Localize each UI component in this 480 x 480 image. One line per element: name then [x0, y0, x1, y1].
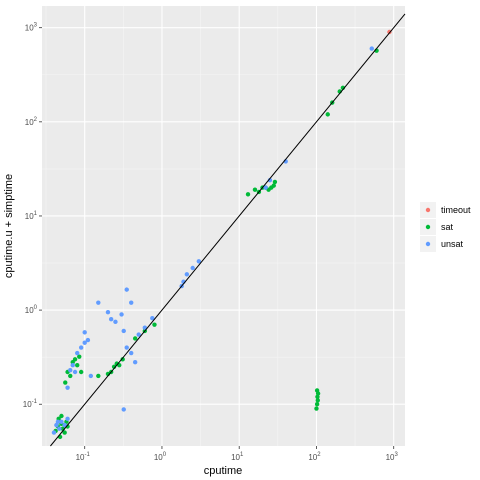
- point-unsat: [85, 337, 91, 343]
- data-points: [51, 29, 392, 440]
- point-sat: [132, 336, 138, 341]
- y-axis-title: cputime.u + simptime: [3, 174, 15, 278]
- identity-line: [50, 13, 406, 447]
- legend-key-unsat: [425, 241, 431, 247]
- point-sat: [272, 179, 278, 185]
- point-unsat: [142, 325, 148, 330]
- point-unsat: [196, 259, 202, 264]
- y-tick-label: 101: [25, 211, 38, 221]
- point-sat: [325, 112, 330, 117]
- y-tick-label: 102: [25, 117, 38, 127]
- point-unsat: [263, 185, 268, 190]
- point-sat: [314, 402, 320, 407]
- x-tick-label: 100: [154, 452, 167, 462]
- point-unsat: [132, 359, 138, 365]
- point-unsat: [51, 430, 57, 435]
- point-sat: [72, 357, 78, 362]
- point-unsat: [121, 328, 126, 334]
- point-unsat: [57, 426, 62, 431]
- point-unsat: [129, 300, 134, 305]
- y-tick-label: 10-1: [23, 399, 38, 409]
- point-unsat: [78, 345, 84, 350]
- point-unsat: [72, 369, 78, 375]
- point-unsat: [82, 340, 87, 345]
- legend-label-unsat: unsat: [441, 239, 464, 249]
- x-tick-label: 101: [231, 452, 244, 462]
- point-unsat: [113, 319, 118, 325]
- point-unsat: [108, 317, 114, 322]
- point-unsat: [59, 419, 64, 425]
- point-sat: [77, 354, 82, 359]
- legend-key-sat: [425, 224, 431, 230]
- point-unsat: [82, 330, 87, 335]
- point-unsat: [65, 416, 70, 422]
- point-sat: [78, 369, 84, 375]
- point-unsat: [54, 422, 59, 428]
- point-unsat: [75, 350, 80, 356]
- grid-minor: [42, 6, 405, 446]
- legend-key-timeout: [425, 207, 431, 213]
- legend: timeout sat unsat: [420, 202, 471, 252]
- y-axis: 10-1 100 101 102 103: [23, 23, 42, 409]
- point-sat: [59, 413, 64, 419]
- grid-major: [42, 6, 405, 446]
- point-sat: [245, 192, 251, 197]
- point-unsat: [70, 362, 75, 368]
- x-tick-label: 10-1: [76, 452, 91, 462]
- point-sat: [62, 430, 67, 435]
- point-unsat: [105, 309, 111, 315]
- point-unsat: [88, 373, 94, 379]
- point-unsat: [119, 312, 124, 317]
- x-axis: 10-1 100 101 102 103: [76, 446, 399, 462]
- point-unsat: [136, 332, 141, 337]
- point-unsat: [68, 367, 73, 373]
- point-sat: [96, 373, 101, 379]
- point-sat: [75, 362, 80, 368]
- point-unsat: [369, 46, 374, 51]
- point-unsat: [184, 272, 190, 277]
- x-tick-label: 102: [308, 452, 321, 462]
- point-unsat: [55, 419, 61, 425]
- point-unsat: [190, 265, 195, 271]
- x-tick-label: 103: [386, 452, 399, 462]
- point-sat: [68, 373, 73, 379]
- point-unsat: [124, 345, 129, 350]
- point-sat: [152, 322, 157, 327]
- reference-line: [50, 13, 406, 447]
- legend-label-timeout: timeout: [441, 205, 471, 215]
- y-tick-label: 103: [25, 23, 38, 33]
- point-sat: [120, 357, 125, 362]
- y-tick-label: 100: [25, 305, 38, 315]
- point-unsat: [150, 316, 155, 321]
- plot-panel: [42, 6, 405, 446]
- x-axis-title: cputime: [204, 465, 243, 477]
- point-sat: [271, 183, 276, 188]
- point-sat: [63, 380, 68, 385]
- point-sat: [315, 398, 320, 403]
- point-unsat: [62, 422, 67, 428]
- point-sat: [315, 394, 320, 399]
- point-unsat: [121, 407, 126, 412]
- point-sat: [314, 406, 319, 411]
- legend-label-sat: sat: [441, 222, 454, 232]
- point-unsat: [124, 287, 129, 292]
- point-unsat: [65, 385, 70, 390]
- point-sat: [314, 388, 320, 393]
- point-unsat: [129, 350, 134, 356]
- point-sat: [252, 187, 258, 192]
- point-unsat: [96, 300, 101, 305]
